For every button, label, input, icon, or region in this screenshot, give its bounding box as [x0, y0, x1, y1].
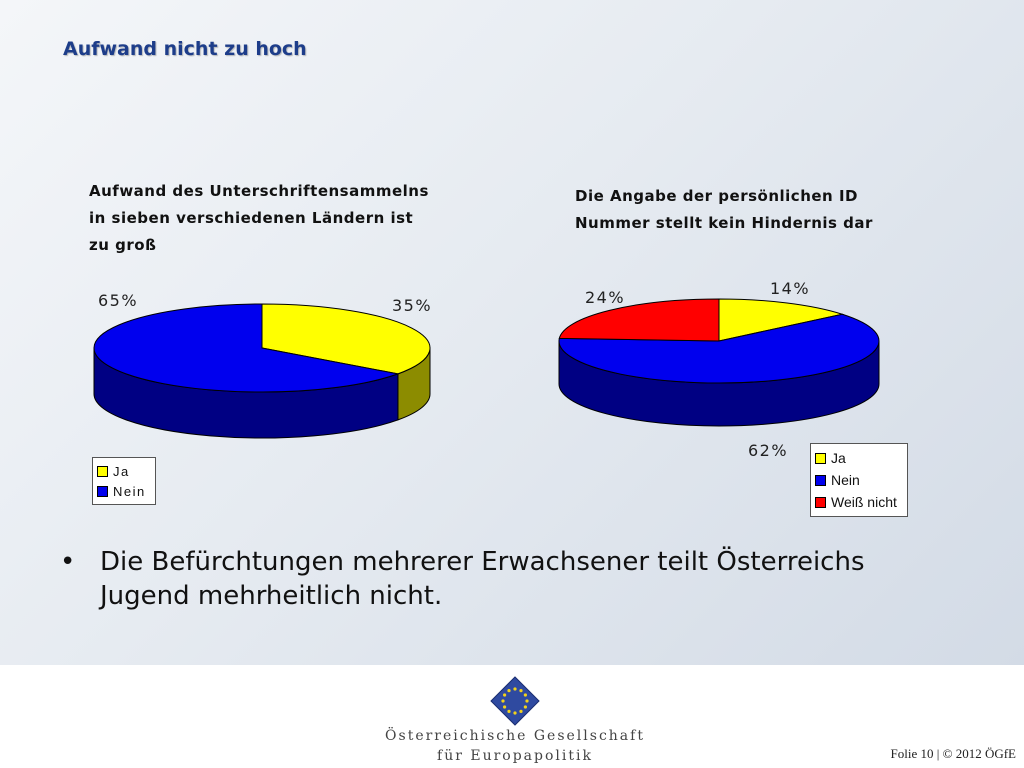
pie-chart-1: 35% 65%: [93, 291, 432, 439]
pie-slice-nein: [558, 313, 880, 384]
logo-star: [507, 689, 511, 693]
chart1-title-line: zu groß: [89, 236, 157, 254]
chart1-title-line: in sieben verschiedenen Ländern ist: [89, 209, 414, 227]
pie-slice-ja: [261, 303, 431, 375]
legend-item: Nein: [815, 469, 903, 491]
logo-star: [519, 689, 523, 693]
slide-number: Folie 10 | © 2012 ÖGfE: [890, 746, 1017, 761]
data-label-ja: 14%: [770, 279, 810, 298]
logo-star: [501, 699, 505, 703]
slide-title: Aufwand nicht zu hoch: [63, 38, 307, 60]
pie-chart-2: 14% 62% 24%: [558, 279, 880, 460]
chart1-title-line: Aufwand des Unterschriftensammelns: [89, 182, 429, 200]
pie-slice-weiss_nicht: [558, 298, 720, 342]
legend-label: Ja: [831, 450, 846, 466]
logo-star: [523, 705, 527, 709]
legend-label: Nein: [831, 472, 860, 488]
slide-background: Aufwand nicht zu hoch Aufwand des Unters…: [0, 0, 1024, 665]
bullet-symbol: •: [60, 547, 76, 577]
legend-label: Ja: [113, 463, 130, 479]
data-label-nein: 62%: [748, 441, 788, 460]
chart1-title: Aufwand des Unterschriftensammelns in si…: [89, 178, 469, 259]
eu-logo-icon: [490, 676, 540, 726]
chart2-legend: Ja Nein Weiß nicht: [810, 443, 908, 517]
org-name-line: Österreichische Gesellschaft: [385, 728, 645, 744]
data-label-ja: 35%: [392, 296, 432, 315]
bullet-point: • Die Befürchtungen mehrerer Erwachsener…: [60, 545, 960, 613]
legend-swatch: [815, 474, 826, 486]
pie-slice-nein: [93, 303, 400, 393]
organisation-name: Österreichische Gesellschaft für Europap…: [380, 726, 650, 766]
legend-item: Weiß nicht: [815, 491, 903, 513]
logo-star: [523, 693, 527, 697]
chart2-title-line: Die Angabe der persönlichen ID: [575, 187, 858, 205]
legend-swatch: [97, 465, 108, 477]
logo-star: [507, 709, 511, 713]
legend-swatch: [97, 485, 108, 497]
legend-item: Ja: [97, 461, 151, 481]
data-label-nein: 65%: [98, 291, 138, 310]
legend-label: Nein: [113, 483, 146, 499]
logo-star: [503, 693, 507, 697]
org-name-line: für Europapolitik: [437, 748, 593, 764]
legend-item: Nein: [97, 481, 151, 501]
chart2-title-line: Nummer stellt kein Hindernis dar: [575, 214, 873, 232]
data-label-weiss_nicht: 24%: [585, 288, 625, 307]
legend-swatch: [815, 452, 826, 464]
logo-star: [503, 705, 507, 709]
legend-swatch: [815, 496, 826, 508]
logo-star: [513, 711, 517, 715]
legend-item: Ja: [815, 447, 903, 469]
pie-slice-ja: [718, 298, 845, 342]
legend-label: Weiß nicht: [831, 494, 897, 510]
logo-star: [525, 699, 529, 703]
chart1-legend: Ja Nein: [92, 457, 156, 505]
chart2-title: Die Angabe der persönlichen ID Nummer st…: [575, 183, 915, 237]
logo-star: [519, 709, 523, 713]
logo-star: [513, 687, 517, 691]
bullet-text: Die Befürchtungen mehrerer Erwachsener t…: [100, 547, 865, 611]
charts-canvas: 35% 65% 14% 62% 24%: [93, 279, 880, 460]
